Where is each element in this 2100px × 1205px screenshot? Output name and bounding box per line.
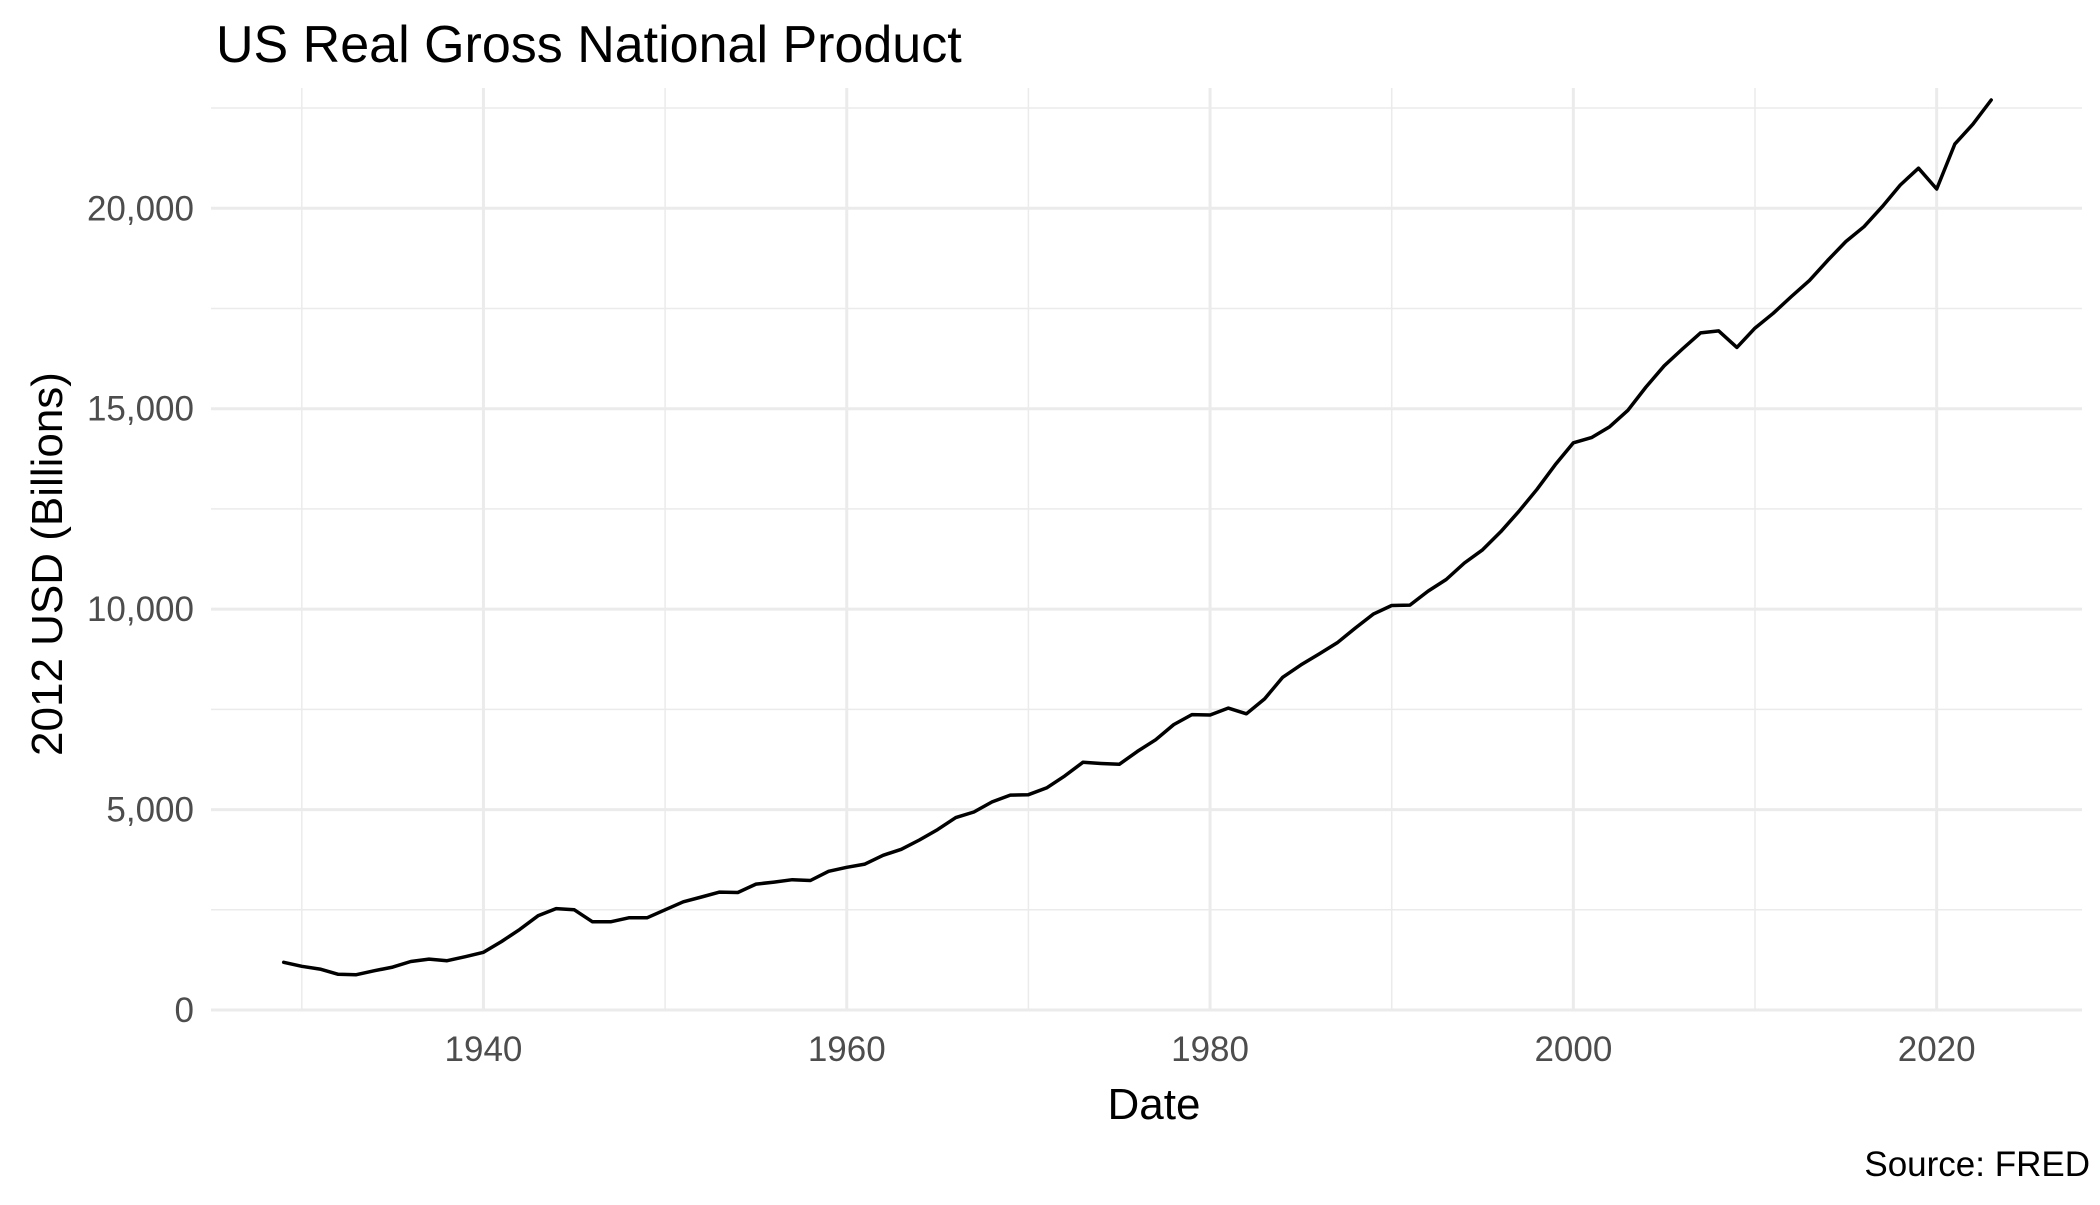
grid: [211, 88, 2082, 1012]
y-tick-label-1: 5,000: [106, 791, 194, 830]
x-tick-label-0: 1940: [445, 1030, 523, 1069]
y-axis-tick-labels: 0 5,000 10,000 15,000 20,000: [87, 189, 194, 1030]
chart-title: US Real Gross National Product: [216, 16, 962, 74]
y-tick-label-4: 20,000: [87, 189, 194, 228]
x-tick-label-3: 2000: [1534, 1030, 1612, 1069]
x-axis-title: Date: [1108, 1080, 1201, 1129]
y-tick-label-2: 10,000: [87, 590, 194, 629]
x-tick-label-4: 2020: [1898, 1030, 1976, 1069]
chart-caption: Source: FRED: [1864, 1145, 2090, 1184]
x-tick-label-1: 1960: [808, 1030, 886, 1069]
series-line-0: [281, 98, 1993, 977]
x-axis-tick-labels: 1940 1960 1980 2000 2020: [445, 1030, 1976, 1069]
y-tick-label-3: 15,000: [87, 390, 194, 429]
y-tick-label-0: 0: [175, 991, 194, 1030]
y-axis-title: 2012 USD (Billions): [23, 372, 72, 756]
series-layer: [281, 98, 1993, 977]
x-tick-label-2: 1980: [1171, 1030, 1249, 1069]
